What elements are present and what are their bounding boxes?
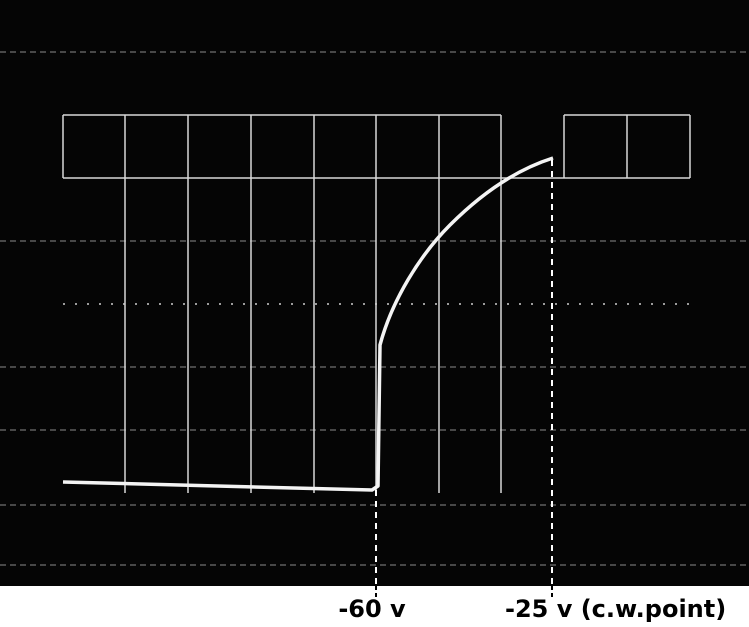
trace — [62, 156, 554, 492]
screen — [0, 0, 749, 586]
voltage-label: -60 v — [338, 595, 406, 623]
graticule — [62, 114, 691, 493]
voltage-label: -25 v (c.w.point) — [505, 595, 726, 623]
